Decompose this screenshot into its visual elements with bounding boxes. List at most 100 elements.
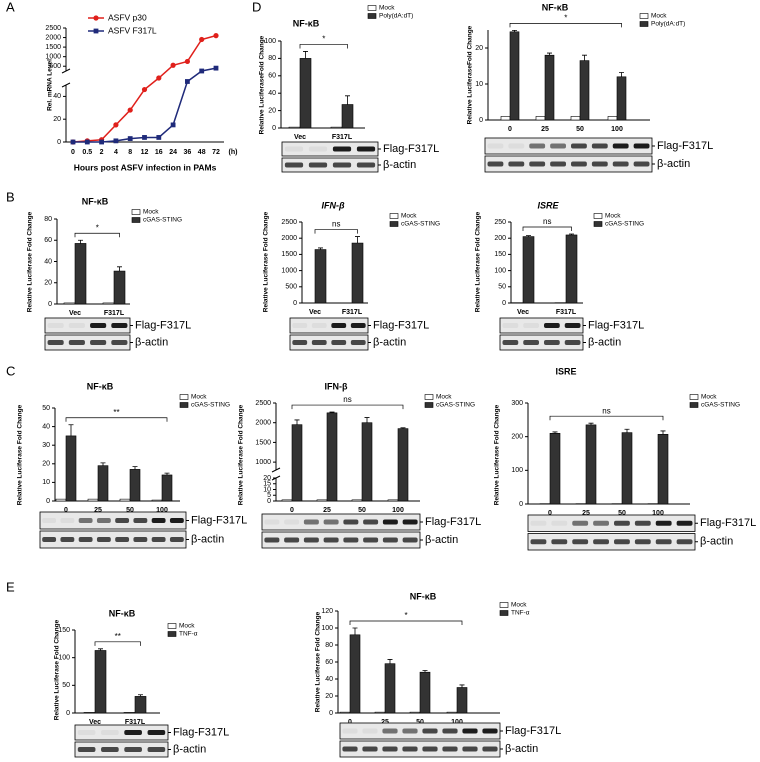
bar <box>456 687 468 714</box>
error-bar <box>422 670 428 673</box>
significance-bracket <box>299 44 348 49</box>
blot-band <box>77 730 96 735</box>
significance-bracket <box>549 415 664 421</box>
bar <box>281 499 293 502</box>
blot-band <box>462 746 478 752</box>
chart-title: NF-κB <box>109 608 136 618</box>
y-tick-label: 150 <box>494 251 506 258</box>
blot-band <box>402 728 418 734</box>
y-tick-label: 40 <box>42 423 50 430</box>
y-tick-label: 1000 <box>281 267 297 274</box>
blot-band <box>124 730 142 735</box>
blot-band <box>591 143 608 149</box>
x-tick-label: 25 <box>94 507 102 514</box>
legend-label: Mock <box>651 13 667 20</box>
bar <box>83 712 96 714</box>
blot-band <box>482 728 498 734</box>
error-bar <box>582 54 587 61</box>
x-tick-label: 0 <box>348 719 352 726</box>
legend-label: cGAS-STING <box>191 402 230 409</box>
legend-label: TNF-α <box>511 610 530 617</box>
x-tick-label: F317L <box>342 309 363 316</box>
blot-band <box>284 519 300 525</box>
blot-band <box>502 340 519 345</box>
blot-band <box>101 747 119 752</box>
blot-band <box>523 323 540 328</box>
legend-label: cGAS-STING <box>401 221 440 228</box>
chart-title: NF-κB <box>82 196 109 206</box>
error-bar <box>318 247 323 250</box>
y-tick-label: 100 <box>264 38 276 45</box>
y-tick-label: 120 <box>321 608 333 615</box>
significance-bracket <box>94 641 141 646</box>
bar <box>579 60 590 121</box>
blot-label: β-actin <box>425 534 458 546</box>
legend-label: Poly(dA:dT) <box>379 13 413 20</box>
blot-band <box>543 340 560 345</box>
y-tick-label: 60 <box>325 659 333 666</box>
y-axis-label: Relative Luciferase Fold Change <box>27 211 34 312</box>
significance-label: * <box>564 13 567 22</box>
error-bar <box>303 51 308 59</box>
blot-band <box>442 746 458 752</box>
y-tick-label: 40 <box>53 93 61 100</box>
x-tick-label: 0 <box>71 149 75 156</box>
blot-band <box>487 161 504 167</box>
legend-swatch <box>367 13 377 19</box>
chart-title: IFN-β <box>321 200 344 210</box>
blot-band <box>633 143 650 149</box>
bar <box>113 270 126 305</box>
legend-swatch <box>167 631 177 637</box>
point <box>127 136 133 141</box>
blot-band <box>342 746 358 752</box>
significance-label: * <box>96 223 99 232</box>
blot-band <box>292 340 308 345</box>
blot-band <box>402 746 418 752</box>
y-tick-label: 40 <box>268 90 276 97</box>
x-tick-label: 2 <box>100 149 104 156</box>
legend-swatch <box>179 402 189 408</box>
error-bar <box>588 422 594 425</box>
significance-label: * <box>404 611 407 620</box>
y-tick-label: 0 <box>519 501 523 508</box>
bar <box>123 712 136 714</box>
y-tick-label: 1000 <box>255 459 271 466</box>
y-tick-label: 200 <box>494 235 506 242</box>
blot-band <box>382 728 398 734</box>
legend-swatch <box>593 213 603 219</box>
y-axis-label: Relative Luciferase Fold Change <box>315 611 322 712</box>
significance-bracket <box>65 417 168 422</box>
blot-band <box>47 340 64 345</box>
error-bar <box>352 627 358 635</box>
error-bar <box>78 239 83 244</box>
blot-band <box>47 323 64 328</box>
point <box>142 135 147 140</box>
blot-band <box>343 519 359 525</box>
y-tick-label: 2500 <box>281 219 297 226</box>
chart-title: NF-κB <box>293 18 320 28</box>
blot-band <box>96 537 111 542</box>
blot-band <box>96 518 111 523</box>
point <box>170 62 176 68</box>
y-tick-label: 1000 <box>45 54 61 61</box>
y-tick-label: 1500 <box>45 44 61 51</box>
blot-band <box>343 537 359 543</box>
y-tick-label: 0 <box>329 710 333 717</box>
error-bar <box>329 411 335 413</box>
x-tick-label: 100 <box>392 507 404 514</box>
y-tick-label: 2000 <box>255 420 271 427</box>
x-tick-label: 0 <box>290 507 294 514</box>
legend-label: Mock <box>701 394 717 401</box>
blot-label: β-actin <box>135 336 168 348</box>
blot-band <box>331 323 347 328</box>
significance-bracket <box>349 620 463 625</box>
bar <box>535 116 546 121</box>
blot-band <box>614 539 630 545</box>
blot-band <box>78 518 93 523</box>
x-tick-label: 100 <box>156 507 168 514</box>
bar <box>94 650 107 714</box>
bar <box>299 58 312 129</box>
blot-band <box>284 146 304 152</box>
axis-break <box>61 82 71 88</box>
